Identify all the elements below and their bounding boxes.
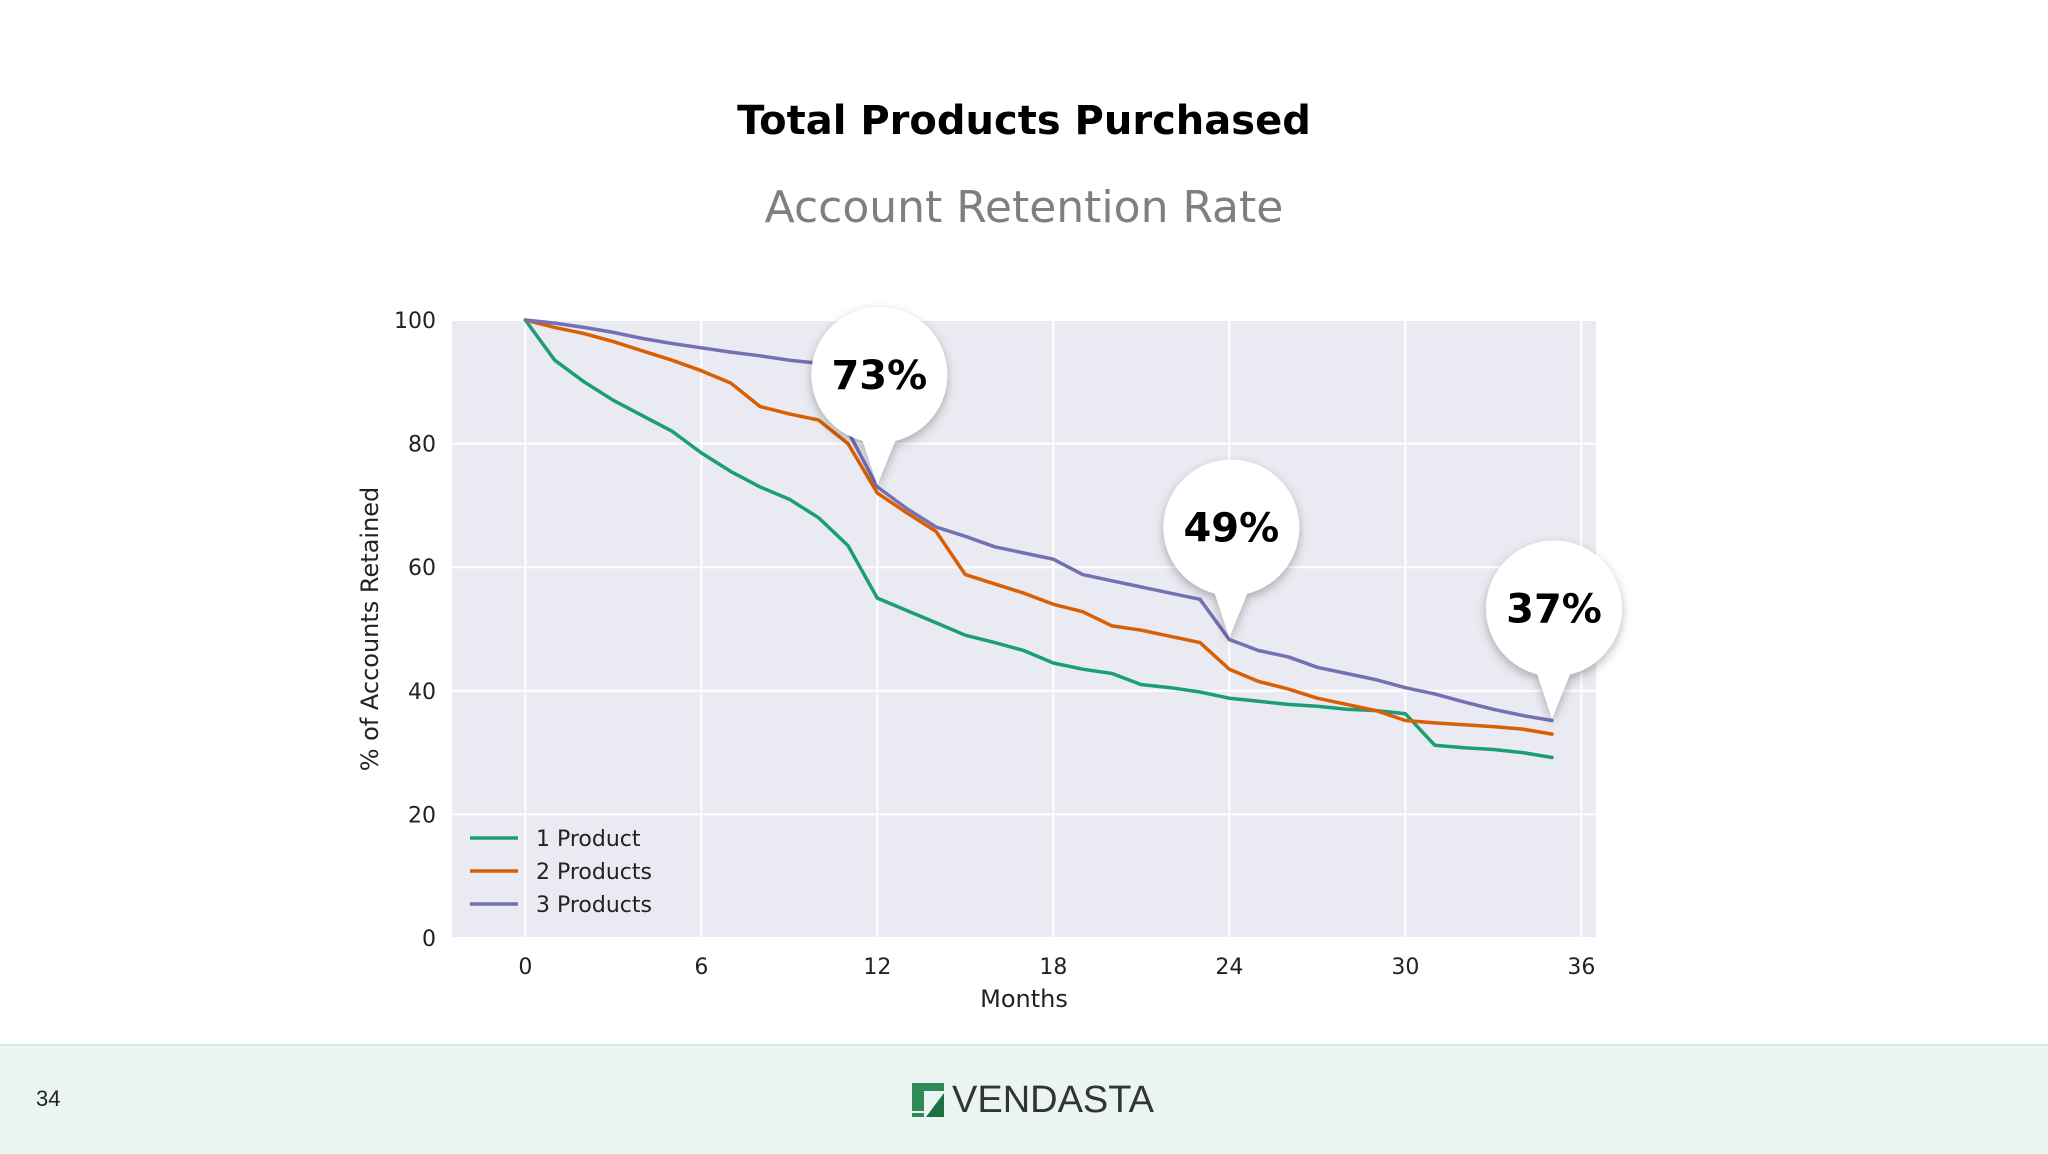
x-tick-label: 0 xyxy=(518,955,532,980)
x-tick-label: 36 xyxy=(1567,955,1595,980)
annotation-label: 37% xyxy=(1506,586,1602,632)
y-tick-label: 100 xyxy=(394,309,436,334)
legend-label: 3 Products xyxy=(536,893,652,918)
x-axis-label: Months xyxy=(980,985,1068,1013)
legend: 1 Product 2 Products 3 Products xyxy=(470,827,652,918)
y-tick-label: 0 xyxy=(422,927,436,952)
slide-title: Total Products Purchased xyxy=(737,98,1311,144)
footer-bar: 34 VENDASTA xyxy=(0,1044,2048,1154)
legend-label: 2 Products xyxy=(536,860,652,885)
logo-text: VENDASTA xyxy=(952,1078,1155,1121)
x-tick-label: 18 xyxy=(1039,955,1067,980)
x-tick-label: 12 xyxy=(863,955,891,980)
page-number: 34 xyxy=(36,1086,61,1111)
tick-labels: 0 6 12 18 24 30 36 0 20 40 60 80 100 xyxy=(394,309,1595,980)
series-line-2 xyxy=(523,318,1554,736)
series-line-3 xyxy=(523,318,1554,723)
series-lines xyxy=(523,318,1554,760)
annotations: 73% 49% 37% xyxy=(811,306,1622,719)
retention-chart: 0 6 12 18 24 30 36 0 20 40 60 80 100 1 Product 2 Prod… xyxy=(356,306,1622,1013)
annotation-bubble xyxy=(811,306,948,485)
annotation-bubble xyxy=(1486,540,1622,719)
annotation-bubble xyxy=(1163,459,1300,638)
slide-subtitle: Account Retention Rate xyxy=(764,182,1284,233)
vendasta-logo-icon xyxy=(912,1083,944,1117)
y-tick-label: 80 xyxy=(408,433,436,458)
y-tick-label: 60 xyxy=(408,556,436,581)
vendasta-logo: VENDASTA xyxy=(910,1078,1154,1122)
x-tick-label: 30 xyxy=(1391,955,1419,980)
legend-label: 1 Product xyxy=(536,827,641,852)
annotation-label: 49% xyxy=(1183,506,1279,552)
x-tick-label: 6 xyxy=(694,955,708,980)
y-tick-label: 20 xyxy=(408,803,436,828)
x-tick-label: 24 xyxy=(1215,955,1243,980)
y-axis-label: % of Accounts Retained xyxy=(356,487,384,772)
y-tick-label: 40 xyxy=(408,680,436,705)
annotation-label: 73% xyxy=(831,353,927,399)
